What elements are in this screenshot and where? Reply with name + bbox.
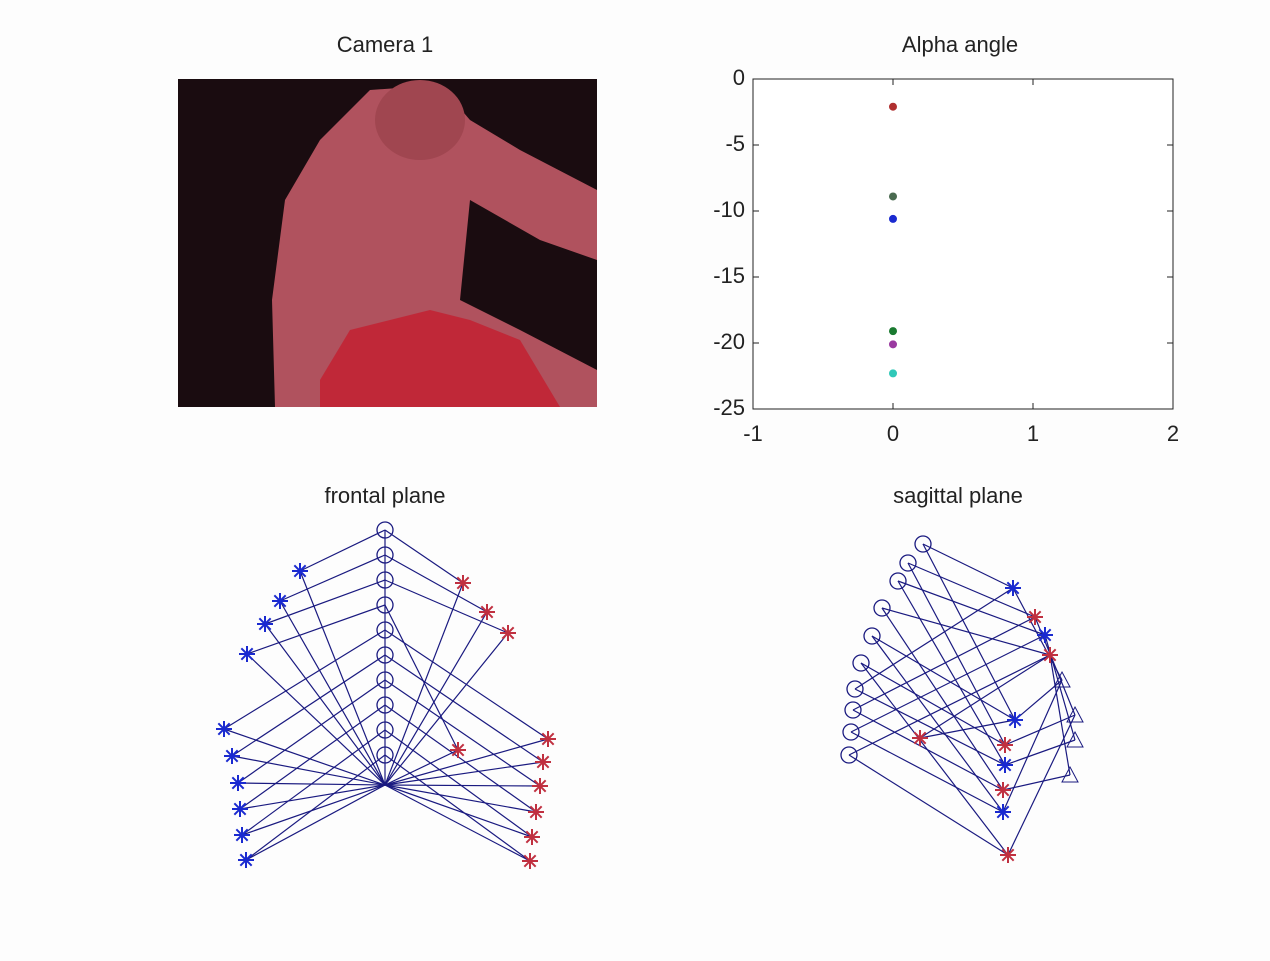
point	[889, 192, 897, 200]
plot-area	[753, 79, 1173, 409]
point	[889, 327, 897, 335]
y-tick-label: 0	[733, 65, 745, 90]
subplot-title: Camera 1	[337, 32, 434, 57]
subplot-title: frontal plane	[324, 483, 445, 508]
x-tick-label: 2	[1167, 421, 1179, 446]
x-tick-label: -1	[743, 421, 763, 446]
subplot-title: Alpha angle	[902, 32, 1018, 57]
y-tick-label: -25	[713, 395, 745, 420]
point	[889, 369, 897, 377]
camera-image	[178, 79, 597, 407]
y-tick-label: -20	[713, 329, 745, 354]
x-tick-label: 0	[887, 421, 899, 446]
point	[889, 103, 897, 111]
point	[889, 340, 897, 348]
figure: Camera 1 Alpha angle frontal plane sagit…	[0, 0, 1270, 961]
point	[889, 215, 897, 223]
y-tick-label: -5	[725, 131, 745, 156]
x-tick-label: 1	[1027, 421, 1039, 446]
subplot-title: sagittal plane	[893, 483, 1023, 508]
y-tick-label: -10	[713, 197, 745, 222]
y-tick-label: -15	[713, 263, 745, 288]
